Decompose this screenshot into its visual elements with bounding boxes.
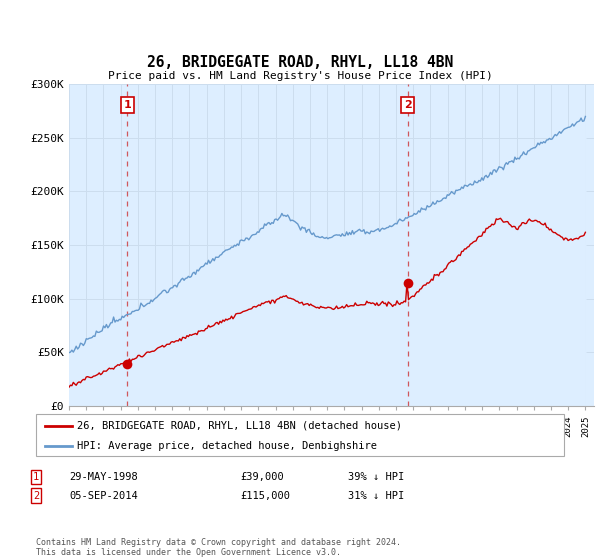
Text: 2: 2 bbox=[404, 100, 412, 110]
Text: HPI: Average price, detached house, Denbighshire: HPI: Average price, detached house, Denb… bbox=[77, 441, 377, 451]
Text: £39,000: £39,000 bbox=[240, 472, 284, 482]
Text: 31% ↓ HPI: 31% ↓ HPI bbox=[348, 491, 404, 501]
Text: Contains HM Land Registry data © Crown copyright and database right 2024.
This d: Contains HM Land Registry data © Crown c… bbox=[36, 538, 401, 557]
Text: 26, BRIDGEGATE ROAD, RHYL, LL18 4BN: 26, BRIDGEGATE ROAD, RHYL, LL18 4BN bbox=[147, 55, 453, 70]
Text: 1: 1 bbox=[33, 472, 39, 482]
Text: 1: 1 bbox=[124, 100, 131, 110]
Text: 39% ↓ HPI: 39% ↓ HPI bbox=[348, 472, 404, 482]
Text: £115,000: £115,000 bbox=[240, 491, 290, 501]
Text: 2: 2 bbox=[33, 491, 39, 501]
Text: 05-SEP-2014: 05-SEP-2014 bbox=[69, 491, 138, 501]
Text: 26, BRIDGEGATE ROAD, RHYL, LL18 4BN (detached house): 26, BRIDGEGATE ROAD, RHYL, LL18 4BN (det… bbox=[77, 421, 402, 431]
Text: Price paid vs. HM Land Registry's House Price Index (HPI): Price paid vs. HM Land Registry's House … bbox=[107, 71, 493, 81]
Text: 29-MAY-1998: 29-MAY-1998 bbox=[69, 472, 138, 482]
